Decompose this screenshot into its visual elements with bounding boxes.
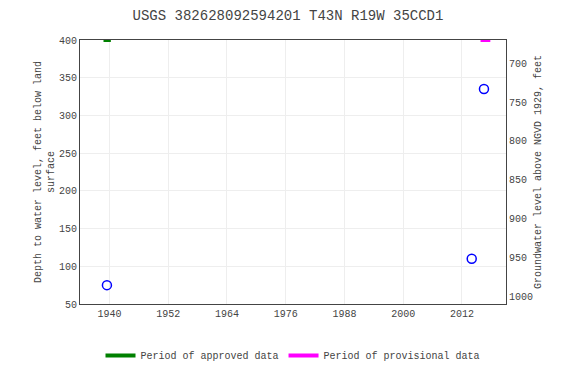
svg-text:300: 300	[59, 111, 77, 122]
svg-text:700: 700	[509, 59, 527, 70]
svg-text:200: 200	[59, 186, 77, 197]
svg-text:1964: 1964	[215, 309, 239, 320]
svg-text:800: 800	[509, 136, 527, 147]
svg-text:USGS 382628092594201 T43N R19W: USGS 382628092594201 T43N R19W 35CCD1	[133, 8, 444, 24]
svg-text:1000: 1000	[509, 292, 533, 303]
svg-text:950: 950	[509, 253, 527, 264]
svg-text:Groundwater level above NGVD 1: Groundwater level above NGVD 1929, feet	[533, 55, 544, 289]
svg-text:Depth to water level, feet bel: Depth to water level, feet below landsur…	[33, 61, 57, 283]
svg-text:100: 100	[59, 262, 77, 273]
svg-text:750: 750	[509, 98, 527, 109]
svg-text:2000: 2000	[391, 309, 415, 320]
svg-text:1952: 1952	[156, 309, 180, 320]
svg-text:400: 400	[59, 36, 77, 47]
svg-text:900: 900	[509, 214, 527, 225]
svg-text:1940: 1940	[97, 309, 121, 320]
svg-text:50: 50	[65, 300, 77, 311]
svg-text:Period of approved data: Period of approved data	[141, 351, 279, 362]
svg-text:2012: 2012	[450, 309, 474, 320]
svg-text:850: 850	[509, 175, 527, 186]
svg-text:Period of provisional data: Period of provisional data	[324, 351, 480, 362]
svg-text:1988: 1988	[332, 309, 356, 320]
svg-text:350: 350	[59, 73, 77, 84]
svg-text:250: 250	[59, 149, 77, 160]
svg-text:1976: 1976	[274, 309, 298, 320]
svg-text:150: 150	[59, 224, 77, 235]
